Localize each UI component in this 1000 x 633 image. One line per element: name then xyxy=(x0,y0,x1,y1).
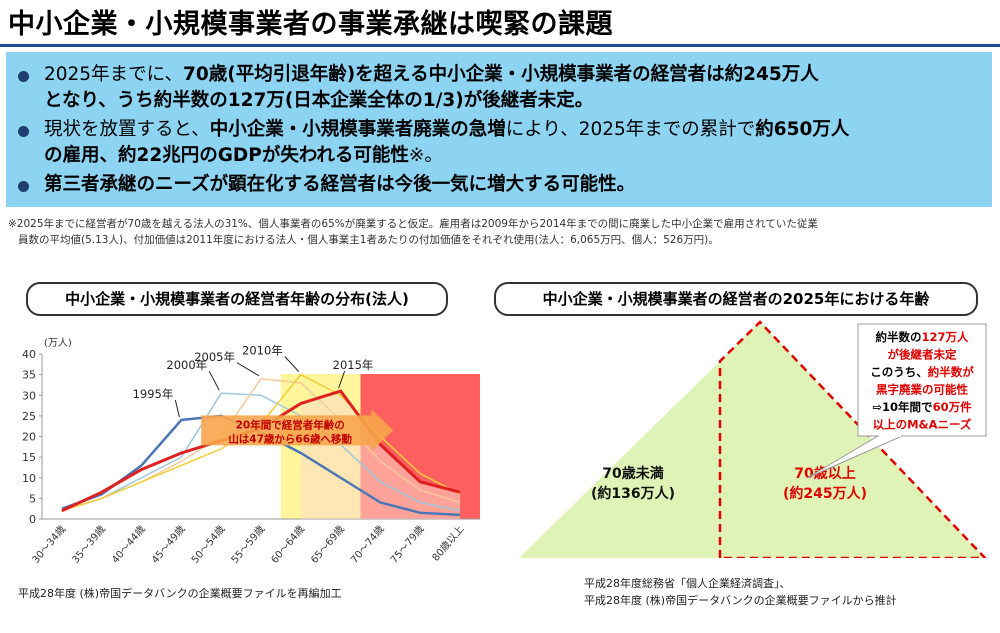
series-label-2005年: 2005年 xyxy=(194,350,235,364)
callout-line-6: 以上のM&Aニーズ xyxy=(873,418,972,432)
callout-text: このうち、 xyxy=(870,365,928,379)
shift-arrow-text-1: 20年間で経営者年齢の xyxy=(236,418,345,431)
segment-over-70-value: (約245万人) xyxy=(783,485,867,502)
y-tick-label: 25 xyxy=(22,410,36,423)
left-panel-title: 中小企業・小規模事業者の経営者年齢の分布(法人) xyxy=(26,282,448,316)
bullet-1-text-b: 70歳(平均引退年齢)を超える中小企業・小規模事業者の経営者は約245万人 xyxy=(183,64,819,85)
footnote-line-1: ※2025年までに経営者が70歳を越える法人の31%、個人事業者の65%が廃業す… xyxy=(8,218,818,230)
bullet-dot xyxy=(18,181,29,192)
callout-line-4: 黒字廃業の可能性 xyxy=(876,383,968,397)
bullet-2-text-c: により、2025年までの累計で xyxy=(505,119,756,140)
series-label-leader xyxy=(284,356,300,372)
bullet-2-text-d: 約650万人 xyxy=(755,119,850,140)
x-tick-label: 80歳以上 xyxy=(430,523,467,563)
x-tick-label: 50～54歳 xyxy=(189,523,227,566)
bullet-3-text: 第三者承継のニーズが顕在化する経営者は今後一気に増大する可能性。 xyxy=(44,174,636,195)
left-source: 平成28年度 (株)帝国データバンクの企業概要ファイルを再編加工 xyxy=(18,587,342,600)
callout-box xyxy=(857,323,987,437)
callout-text: 127万人 xyxy=(921,330,969,344)
bullet-2-line2-a: の雇用、約22兆円のGDPが失われる可能性 xyxy=(44,145,409,166)
y-tick-label: 30 xyxy=(22,389,36,402)
page-title: 中小企業・小規模事業者の事業承継は喫緊の課題 xyxy=(8,9,613,40)
age-triangle xyxy=(519,322,985,558)
x-tick-label: 30～34歳 xyxy=(30,523,68,566)
callout-line-3: このうち、約半数が xyxy=(870,365,974,379)
bullet-1-line2: となり、うち約半数の127万(日本企業全体の1/3)が後継者未定。 xyxy=(44,90,594,111)
series-label-2015年: 2015年 xyxy=(333,358,374,372)
age-distribution-line-chart: 0 5 10 15 20 25 30 35 40 (万人) 30～34歳 35～39歳 40～44歳 45… xyxy=(22,337,480,566)
callout-text: ⇨10年間で xyxy=(872,400,932,414)
x-tick-label: 45～49歳 xyxy=(149,523,187,566)
callout-text: 60万件 xyxy=(933,400,973,414)
callout-line-1: 約半数の127万人 xyxy=(875,330,969,344)
bullet-2-text-a: 現状を放置すると、 xyxy=(44,119,210,140)
bullet-2-text-b: 中小企業・小規模事業者廃業の急増 xyxy=(209,119,506,140)
x-tick-label: 60～64歳 xyxy=(269,523,307,566)
title-underline xyxy=(0,44,1000,47)
series-label-leader xyxy=(236,362,260,377)
shift-arrow-text-2: 山は47歳から66歳へ移動 xyxy=(228,432,352,445)
callout-line-5: ⇨10年間で60万件 xyxy=(872,400,972,414)
callout-text: 以上のM&Aニーズ xyxy=(873,418,972,432)
age-2025-triangle-chart: 70歳未満(約136万人)70歳以上(約245万人)約半数の127万人が後継者未… xyxy=(519,320,987,558)
x-tick-label: 70～74歳 xyxy=(348,523,386,566)
bullet-dot xyxy=(18,71,29,82)
y-tick-label: 0 xyxy=(29,513,36,526)
series-label-2000年: 2000年 xyxy=(166,358,207,372)
right-panel-title: 中小企業・小規模事業者の経営者の2025年における年齢 xyxy=(494,282,978,316)
y-tick-label: 15 xyxy=(22,451,36,464)
y-tick-label: 5 xyxy=(29,492,36,505)
y-unit-label: (万人) xyxy=(44,337,72,349)
x-tick-label: 55～59歳 xyxy=(229,523,267,566)
shift-arrow xyxy=(201,409,394,452)
age-70-plus-outline xyxy=(718,320,987,558)
bullet-2-line2-b: ※。 xyxy=(408,145,443,166)
callout-line-2: が後継者未定 xyxy=(888,348,957,362)
series-label-leader xyxy=(174,399,180,418)
segment-under-70-label: 70歳未満 xyxy=(602,465,663,482)
y-tick-label: 40 xyxy=(22,348,36,361)
y-tick-label: 10 xyxy=(22,472,36,485)
right-source-line-1: 平成28年度総務省「個人企業経済調査」、 xyxy=(584,577,791,590)
callout-text: 黒字廃業の可能性 xyxy=(876,383,968,397)
segment-over-70-label: 70歳以上 xyxy=(794,465,855,482)
y-tick-label: 35 xyxy=(22,369,36,382)
x-tick-label: 65～69歳 xyxy=(309,523,347,566)
bullet-dot xyxy=(18,126,29,137)
footnote-line-2: 員数の平均値(5.13人)、付加価値は2011年度における法人・個人事業主1者あ… xyxy=(18,234,719,246)
series-label-1995年: 1995年 xyxy=(133,387,174,401)
callout-text: 約半数が xyxy=(928,365,974,379)
right-source-line-2: 平成28年度 (株)帝国データバンクの企業概要ファイルから推計 xyxy=(584,594,897,607)
series-label-leader xyxy=(338,370,346,389)
bullet-1-text-a: 2025年までに、 xyxy=(44,64,184,85)
summary-box xyxy=(6,52,992,207)
x-tick-label: 75～79歳 xyxy=(388,523,426,566)
y-tick-label: 20 xyxy=(22,431,36,444)
x-tick-label: 35～39歳 xyxy=(70,523,108,566)
series-label-leader xyxy=(208,370,220,391)
series-line-2000年 xyxy=(61,392,461,512)
segment-under-70-value: (約136万人) xyxy=(591,485,675,502)
callout-text: 約半数の xyxy=(875,330,921,344)
x-tick-label: 40～44歳 xyxy=(109,523,147,566)
callout-text: が後継者未定 xyxy=(888,348,957,362)
series-label-2010年: 2010年 xyxy=(242,344,283,358)
